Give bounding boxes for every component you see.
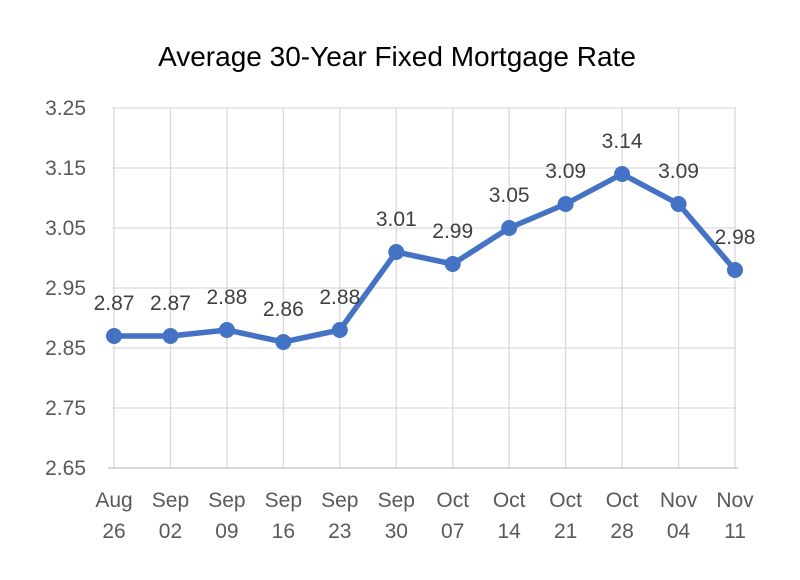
- data-label: 2.98: [715, 226, 756, 249]
- data-point: [670, 196, 687, 212]
- data-point: [727, 262, 743, 278]
- x-tick-label: Aug 26: [95, 489, 132, 543]
- x-tick-label: Sep 23: [321, 489, 358, 543]
- x-tick-label: Sep 09: [208, 489, 245, 543]
- x-tick-label: Oct 28: [606, 489, 639, 543]
- data-point: [557, 196, 574, 212]
- y-tick-label: 2.65: [45, 457, 86, 480]
- data-point: [275, 334, 292, 350]
- chart-title: Average 30-Year Fixed Mortgage Rate: [158, 41, 636, 72]
- data-label: 3.05: [489, 184, 530, 207]
- data-point: [388, 244, 405, 260]
- y-tick-label: 3.15: [45, 157, 86, 180]
- gridlines: [112, 107, 736, 468]
- data-label: 3.09: [658, 160, 699, 183]
- x-tick-label: Oct 21: [549, 489, 582, 543]
- data-label: 2.88: [206, 286, 247, 309]
- data-label: 2.99: [432, 220, 473, 243]
- x-axis-tick-labels: Aug 26 Sep 02 Sep 09 Sep 16 Sep 23 Sep 30 Oct 07 Oct 14…: [95, 489, 754, 543]
- data-label: 3.09: [545, 160, 586, 183]
- series-line: [111, 171, 738, 345]
- data-label: 3.14: [602, 130, 643, 153]
- data-point: [444, 256, 461, 272]
- y-tick-label: 2.75: [45, 397, 86, 420]
- data-label: 3.01: [376, 208, 417, 231]
- data-label: 2.87: [94, 292, 135, 315]
- y-axis-tick-labels: 3.25 3.15 3.05 2.95 2.85 2.75 2.65: [45, 97, 86, 480]
- data-point: [501, 220, 518, 236]
- data-labels: 2.87 2.87 2.88 2.86 2.88 3.01 2.99 3.05 3.09 3.14…: [94, 130, 756, 321]
- data-label: 2.87: [150, 292, 191, 315]
- x-tick-label: Sep 02: [152, 489, 189, 543]
- x-tick-label: Oct 07: [436, 489, 469, 543]
- data-label: 2.86: [263, 298, 304, 321]
- data-point: [218, 322, 235, 338]
- x-tick-label: Sep 16: [265, 489, 302, 543]
- x-tick-label: Sep 30: [378, 489, 415, 543]
- x-tick-label: Nov 11: [716, 489, 754, 543]
- x-tick-label: Oct 14: [493, 489, 526, 543]
- data-label: 2.88: [319, 286, 360, 309]
- data-point: [331, 322, 348, 338]
- data-point: [162, 328, 179, 344]
- y-tick-label: 3.25: [45, 97, 86, 120]
- x-tick-label: Nov 04: [660, 489, 698, 543]
- data-point: [106, 328, 122, 344]
- y-tick-label: 3.05: [45, 217, 86, 240]
- y-tick-label: 2.85: [45, 337, 86, 360]
- data-point: [614, 166, 631, 182]
- y-tick-label: 2.95: [45, 277, 86, 300]
- series-rate: [106, 166, 743, 350]
